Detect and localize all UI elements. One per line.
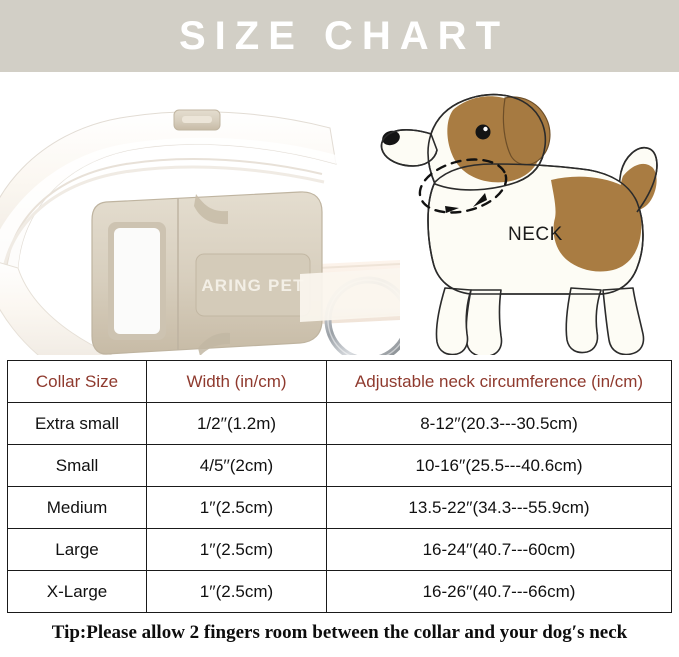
neck-measure-indicator (418, 158, 508, 214)
cell-collar-size: Medium (7, 486, 147, 529)
collar-product-photo: ARING PET (0, 72, 400, 355)
cell-width: 4/5′′(2cm) (146, 444, 327, 487)
dog-hind-leg-near (602, 287, 645, 355)
collar-adjuster-slider (173, 109, 221, 131)
table-row: Extra small 1/2′′(1.2m) 8-12′′(20.3---30… (7, 402, 672, 445)
dog-patches (447, 96, 657, 272)
hero-section: ARING PET (0, 72, 679, 355)
cell-collar-size: Extra small (7, 402, 147, 445)
table-row: X-Large 1′′(2.5cm) 16-26′′(40.7---66cm) (7, 570, 672, 613)
dog-hind-leg-far (565, 287, 602, 354)
neck-arrow-right (445, 206, 459, 213)
collar-strap-left-lower (0, 262, 113, 355)
dog-front-leg-far (435, 287, 472, 355)
cell-neck: 10-16′′(25.5---40.6cm) (326, 444, 672, 487)
cell-width: 1′′(2.5cm) (146, 570, 327, 613)
cell-width: 1/2′′(1.2m) (146, 402, 327, 445)
column-header-width: Width (in/cm) (146, 360, 327, 403)
cell-collar-size: Large (7, 528, 147, 571)
cell-width: 1′′(2.5cm) (146, 528, 327, 571)
neck-label: NECK (508, 224, 563, 245)
table-row: Large 1′′(2.5cm) 16-24′′(40.7---60cm) (7, 528, 672, 571)
page-title: SIZE CHART (179, 14, 509, 58)
dog-eye (475, 124, 491, 140)
collar-brand-text: ARING PET (201, 276, 304, 295)
table-header-row: Collar Size Width (in/cm) Adjustable nec… (7, 360, 672, 403)
table-row: Small 4/5′′(2cm) 10-16′′(25.5---40.6cm) (7, 444, 672, 487)
size-chart-banner: SIZE CHART (0, 0, 679, 72)
cell-neck: 16-24′′(40.7---60cm) (326, 528, 672, 571)
column-header-collar-size: Collar Size (7, 360, 147, 403)
cell-collar-size: X-Large (7, 570, 147, 613)
cell-neck: 13.5-22′′(34.3---55.9cm) (326, 486, 672, 529)
dog-ear (502, 96, 551, 166)
cell-width: 1′′(2.5cm) (146, 486, 327, 529)
dog-nose (382, 130, 400, 146)
cell-neck: 16-26′′(40.7---66cm) (326, 570, 672, 613)
cell-neck: 8-12′′(20.3---30.5cm) (326, 402, 672, 445)
tip-text: Tip:Please allow 2 fingers room between … (51, 622, 628, 643)
collar-strap-loop (0, 111, 340, 283)
dog-hip-patch (551, 176, 642, 272)
dog-eye-highlight (483, 126, 488, 132)
dog-illustration (375, 72, 679, 355)
size-chart-table: Collar Size Width (in/cm) Adjustable nec… (7, 360, 672, 613)
column-header-neck: Adjustable neck circumference (in/cm) (326, 360, 672, 403)
cell-collar-size: Small (7, 444, 147, 487)
table-row: Medium 1′′(2.5cm) 13.5-22′′(34.3---55.9c… (7, 486, 672, 529)
neck-arrow-left (473, 193, 487, 207)
dog-tail-patch (620, 163, 657, 211)
collar-buckle: ARING PET (91, 191, 323, 355)
dog-front-leg-near (465, 289, 503, 355)
